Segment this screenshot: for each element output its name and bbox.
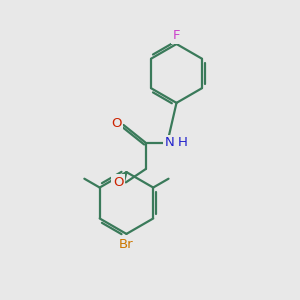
Text: O: O [111,117,122,130]
Text: O: O [113,176,124,189]
Text: N: N [164,136,174,149]
Text: H: H [178,136,187,149]
Text: F: F [173,29,180,42]
Text: Br: Br [119,238,134,251]
